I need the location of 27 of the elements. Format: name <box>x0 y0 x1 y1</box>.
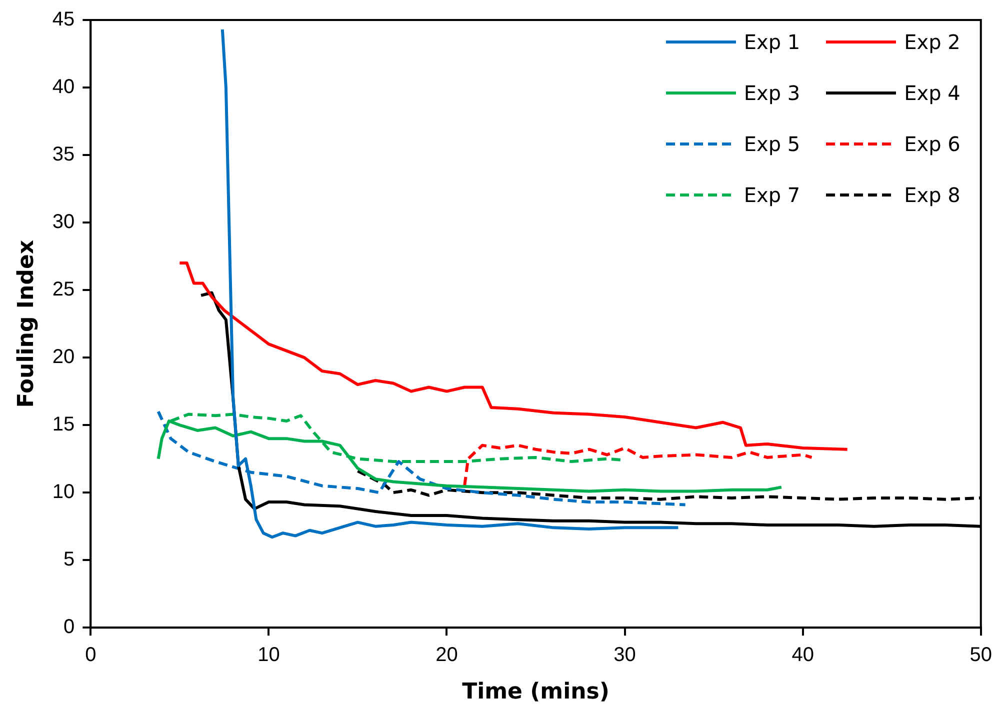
x-tick-label: 0 <box>85 644 96 666</box>
y-axis-title: Fouling Index <box>14 240 39 408</box>
y-tick-label: 25 <box>52 278 75 301</box>
y-tick-label: 35 <box>52 144 75 166</box>
x-tick-label: 40 <box>792 644 814 666</box>
legend-label: Exp 7 <box>744 183 800 207</box>
y-tick-label: 15 <box>52 414 75 436</box>
y-tick-label: 30 <box>52 211 75 234</box>
y-tick-label: 20 <box>52 346 75 368</box>
legend-label: Exp 1 <box>744 30 800 54</box>
legend-label: Exp 5 <box>744 132 800 156</box>
legend-label: Exp 4 <box>904 81 960 105</box>
y-tick-label: 0 <box>64 616 75 638</box>
y-tick-label: 45 <box>52 8 75 31</box>
legend-label: Exp 2 <box>904 30 960 54</box>
x-tick-label: 30 <box>614 644 636 666</box>
y-tick-label: 40 <box>52 76 75 98</box>
x-tick-label: 20 <box>436 644 458 666</box>
legend-label: Exp 6 <box>904 132 960 156</box>
legend-label: Exp 8 <box>904 183 960 207</box>
x-tick-label: 50 <box>970 644 992 666</box>
x-axis-title: Time (mins) <box>462 680 610 705</box>
y-tick-label: 10 <box>52 481 75 504</box>
line-series <box>463 444 814 488</box>
legend-label: Exp 3 <box>744 81 800 105</box>
x-tick-label: 10 <box>258 644 280 666</box>
y-tick-label: 5 <box>64 548 75 571</box>
